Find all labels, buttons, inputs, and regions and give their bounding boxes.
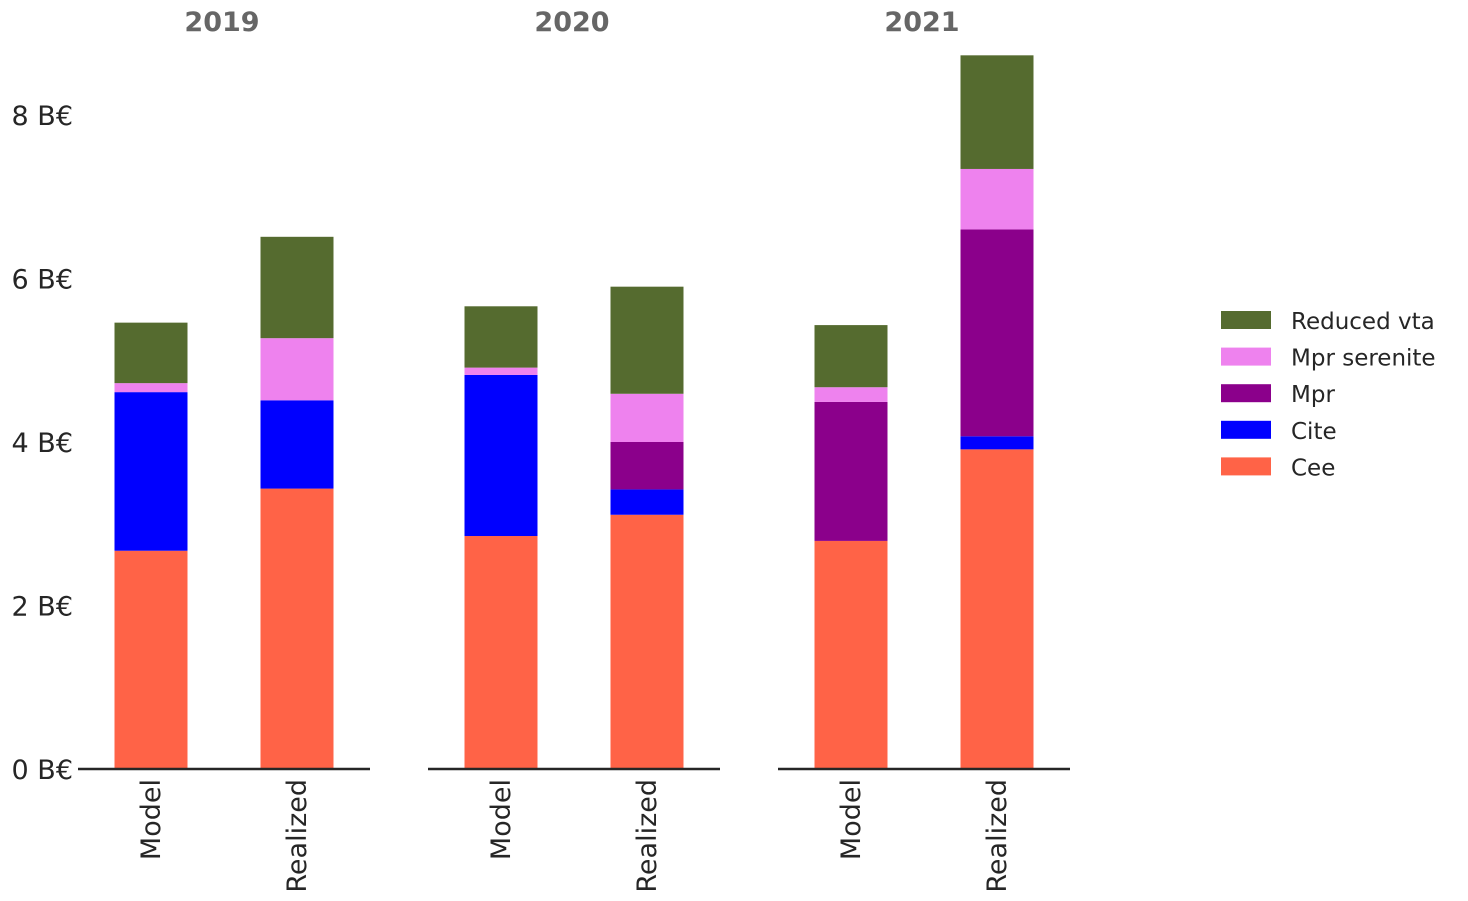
bar-segment-cee [114,550,188,769]
bar-segment-mpr [814,401,888,541]
legend-label: Cite [1291,419,1337,445]
panel-2021: 2021 Model Realized [778,7,1070,893]
legend-item-cite: Cite [1221,419,1337,445]
x-tick-label: Model [486,779,517,860]
legend-label: Mpr serenite [1291,346,1436,372]
legend-item-reduced-vta: Reduced vta [1221,309,1435,335]
y-axis: 0 B€ 2 B€ 4 B€ 6 B€ 8 B€ [12,101,73,786]
bar-segment-reduced-vta [960,55,1034,169]
legend-item-cee: Cee [1221,455,1335,481]
bar-segment-cite [610,489,684,515]
y-tick-label: 4 B€ [12,428,73,459]
legend-label: Reduced vta [1291,309,1435,335]
legend-item-mpr-serenite: Mpr serenite [1221,346,1436,372]
x-tick-label: Model [136,779,167,860]
bar-segment-reduced-vta [814,325,888,388]
legend-item-mpr: Mpr [1221,382,1335,408]
bar-segment-mpr-serenite [814,387,888,402]
y-tick-label: 6 B€ [12,265,73,296]
x-tick-label: Realized [982,779,1013,893]
legend-swatch [1221,384,1271,403]
panel-2019: 2019 Model Realized [78,7,370,893]
bar-segment-cite [260,400,334,489]
panels: 2019 Model Realized 2020 Model Realized 2021 Mo… [78,7,1070,893]
bar-segment-cee [610,514,684,769]
x-tick-label: Realized [632,779,663,893]
bar-segment-mpr [960,229,1034,437]
x-tick-label: Realized [282,779,313,893]
bar-segment-mpr-serenite [260,338,334,401]
bar-segment-cite [464,374,538,537]
bar-segment-cee [464,536,538,769]
panel-2020: 2020 Model Realized [428,7,720,893]
bar-segment-mpr-serenite [464,367,538,375]
bar-segment-mpr-serenite [114,383,188,393]
bar-segment-cee [960,449,1034,769]
bar-segment-cee [260,488,334,769]
x-tick-label: Model [836,779,867,860]
legend-swatch [1221,420,1271,439]
legend-swatch [1221,347,1271,366]
panel-title: 2020 [534,7,609,38]
y-tick-label: 8 B€ [12,101,73,132]
legend: Reduced vta Mpr serenite Mpr Cite Cee [1221,309,1436,481]
legend-swatch [1221,311,1271,329]
legend-swatch [1221,457,1271,476]
legend-label: Mpr [1291,382,1335,408]
bar-segment-cite [114,392,188,551]
bar-segment-cite [960,436,1034,450]
bar-segment-reduced-vta [260,236,334,339]
bar-segment-reduced-vta [114,322,188,384]
bar-segment-reduced-vta [610,286,684,394]
bar-segment-mpr-serenite [960,168,1034,230]
legend-label: Cee [1291,455,1335,481]
bar-segment-mpr-serenite [610,393,684,442]
bar-segment-cee [814,540,888,769]
panel-title: 2019 [184,7,259,38]
bar-segment-mpr [610,442,684,490]
panel-title: 2021 [884,7,959,38]
y-tick-label: 0 B€ [12,755,73,786]
y-tick-label: 2 B€ [12,592,73,623]
bar-segment-reduced-vta [464,306,538,368]
